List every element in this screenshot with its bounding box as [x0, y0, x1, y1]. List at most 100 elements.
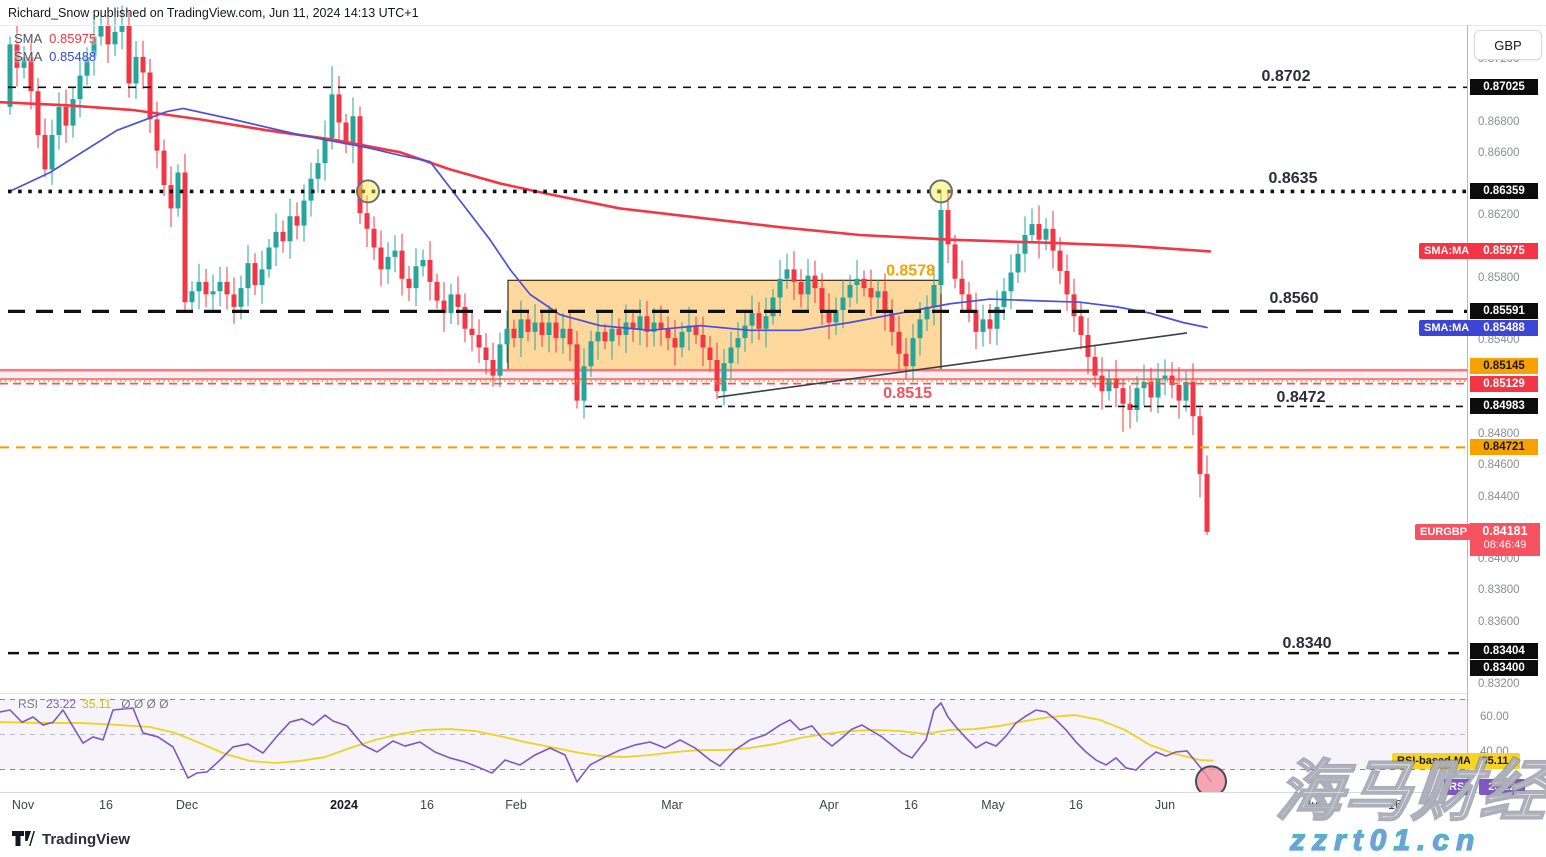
- tradingview-logo[interactable]: TradingView: [12, 829, 130, 849]
- candle[interactable]: [532, 304, 538, 351]
- candle[interactable]: [105, 7, 111, 63]
- candle[interactable]: [133, 41, 139, 100]
- candle[interactable]: [700, 316, 706, 366]
- currency-toggle-button[interactable]: GBP: [1474, 30, 1542, 60]
- candle[interactable]: [392, 235, 398, 273]
- candle[interactable]: [931, 266, 937, 326]
- candle[interactable]: [154, 101, 160, 169]
- candle[interactable]: [602, 323, 608, 350]
- candle[interactable]: [805, 258, 811, 312]
- candle[interactable]: [1183, 370, 1189, 412]
- candle[interactable]: [252, 253, 258, 295]
- candle[interactable]: [469, 312, 475, 352]
- candle[interactable]: [364, 194, 370, 247]
- candle[interactable]: [693, 316, 699, 344]
- candle[interactable]: [777, 260, 783, 317]
- candle[interactable]: [273, 213, 279, 267]
- candle[interactable]: [560, 313, 566, 354]
- candle[interactable]: [259, 250, 265, 304]
- candle[interactable]: [1190, 363, 1196, 435]
- candle[interactable]: [287, 198, 293, 259]
- candle[interactable]: [644, 300, 650, 348]
- candle[interactable]: [1155, 363, 1161, 414]
- candle[interactable]: [196, 263, 202, 310]
- candle[interactable]: [119, 5, 125, 50]
- candle[interactable]: [378, 230, 384, 287]
- candle[interactable]: [791, 251, 797, 301]
- candle[interactable]: [924, 295, 930, 331]
- candle[interactable]: [21, 46, 27, 79]
- candle[interactable]: [770, 289, 776, 325]
- candle[interactable]: [1120, 378, 1126, 432]
- candle[interactable]: [609, 310, 615, 360]
- candle[interactable]: [266, 238, 272, 278]
- candle[interactable]: [42, 118, 48, 178]
- candle[interactable]: [476, 319, 482, 364]
- candle[interactable]: [784, 253, 790, 289]
- candle[interactable]: [84, 47, 90, 86]
- candle[interactable]: [448, 283, 454, 325]
- candle[interactable]: [889, 299, 895, 346]
- candle[interactable]: [455, 276, 461, 325]
- price-chart-canvas[interactable]: 0.8702 0.8635 0.8560 0.8472 0.8340 0.8578 0.85…: [0, 0, 1467, 793]
- candle[interactable]: [959, 260, 965, 313]
- candle[interactable]: [112, 16, 118, 57]
- candle[interactable]: [175, 164, 181, 217]
- candle[interactable]: [574, 331, 580, 409]
- candle[interactable]: [168, 166, 174, 228]
- candle[interactable]: [385, 242, 391, 285]
- candle[interactable]: [1043, 217, 1049, 251]
- candle[interactable]: [420, 249, 426, 277]
- candle[interactable]: [147, 58, 153, 133]
- candle[interactable]: [63, 89, 69, 143]
- candle[interactable]: [952, 234, 958, 289]
- candle[interactable]: [434, 273, 440, 309]
- candle[interactable]: [637, 299, 643, 346]
- rsi-legend[interactable]: RSI 23.22 35.11 Ø Ø Ø Ø: [18, 697, 169, 711]
- candle[interactable]: [231, 277, 237, 324]
- candle[interactable]: [665, 316, 671, 351]
- candle[interactable]: [504, 310, 510, 363]
- candle[interactable]: [28, 38, 34, 110]
- candle[interactable]: [203, 269, 209, 308]
- candle[interactable]: [245, 244, 251, 307]
- candle[interactable]: [1029, 208, 1035, 243]
- candle[interactable]: [140, 40, 146, 89]
- candle[interactable]: [553, 308, 559, 353]
- candle[interactable]: [1106, 369, 1112, 401]
- candle[interactable]: [413, 248, 419, 307]
- candle[interactable]: [840, 279, 846, 329]
- candle[interactable]: [483, 333, 489, 375]
- candle[interactable]: [588, 330, 594, 377]
- candle[interactable]: [875, 280, 881, 309]
- candle[interactable]: [630, 309, 636, 342]
- candle[interactable]: [462, 293, 468, 343]
- candle[interactable]: [322, 120, 328, 181]
- candle[interactable]: [490, 342, 496, 387]
- candle[interactable]: [763, 297, 769, 348]
- candle[interactable]: [1071, 278, 1077, 332]
- pane-separator[interactable]: [0, 693, 1467, 694]
- candle[interactable]: [812, 260, 818, 304]
- candle[interactable]: [1015, 243, 1021, 283]
- marker-circle[interactable]: [929, 179, 953, 204]
- candle[interactable]: [441, 282, 447, 332]
- candle[interactable]: [343, 113, 349, 154]
- candle[interactable]: [336, 75, 342, 142]
- candle[interactable]: [49, 119, 55, 185]
- candle[interactable]: [91, 17, 97, 76]
- candle[interactable]: [280, 220, 286, 253]
- candle[interactable]: [833, 297, 839, 336]
- candle[interactable]: [98, 10, 104, 46]
- candle[interactable]: [945, 191, 951, 264]
- candle[interactable]: [1176, 367, 1182, 419]
- candle[interactable]: [497, 332, 503, 388]
- candle[interactable]: [35, 78, 41, 149]
- candle[interactable]: [539, 310, 545, 348]
- candle[interactable]: [210, 274, 216, 312]
- candle[interactable]: [427, 241, 433, 301]
- candle[interactable]: [1197, 408, 1203, 498]
- candle[interactable]: [182, 153, 188, 314]
- candle[interactable]: [525, 310, 531, 342]
- candle[interactable]: [350, 97, 356, 164]
